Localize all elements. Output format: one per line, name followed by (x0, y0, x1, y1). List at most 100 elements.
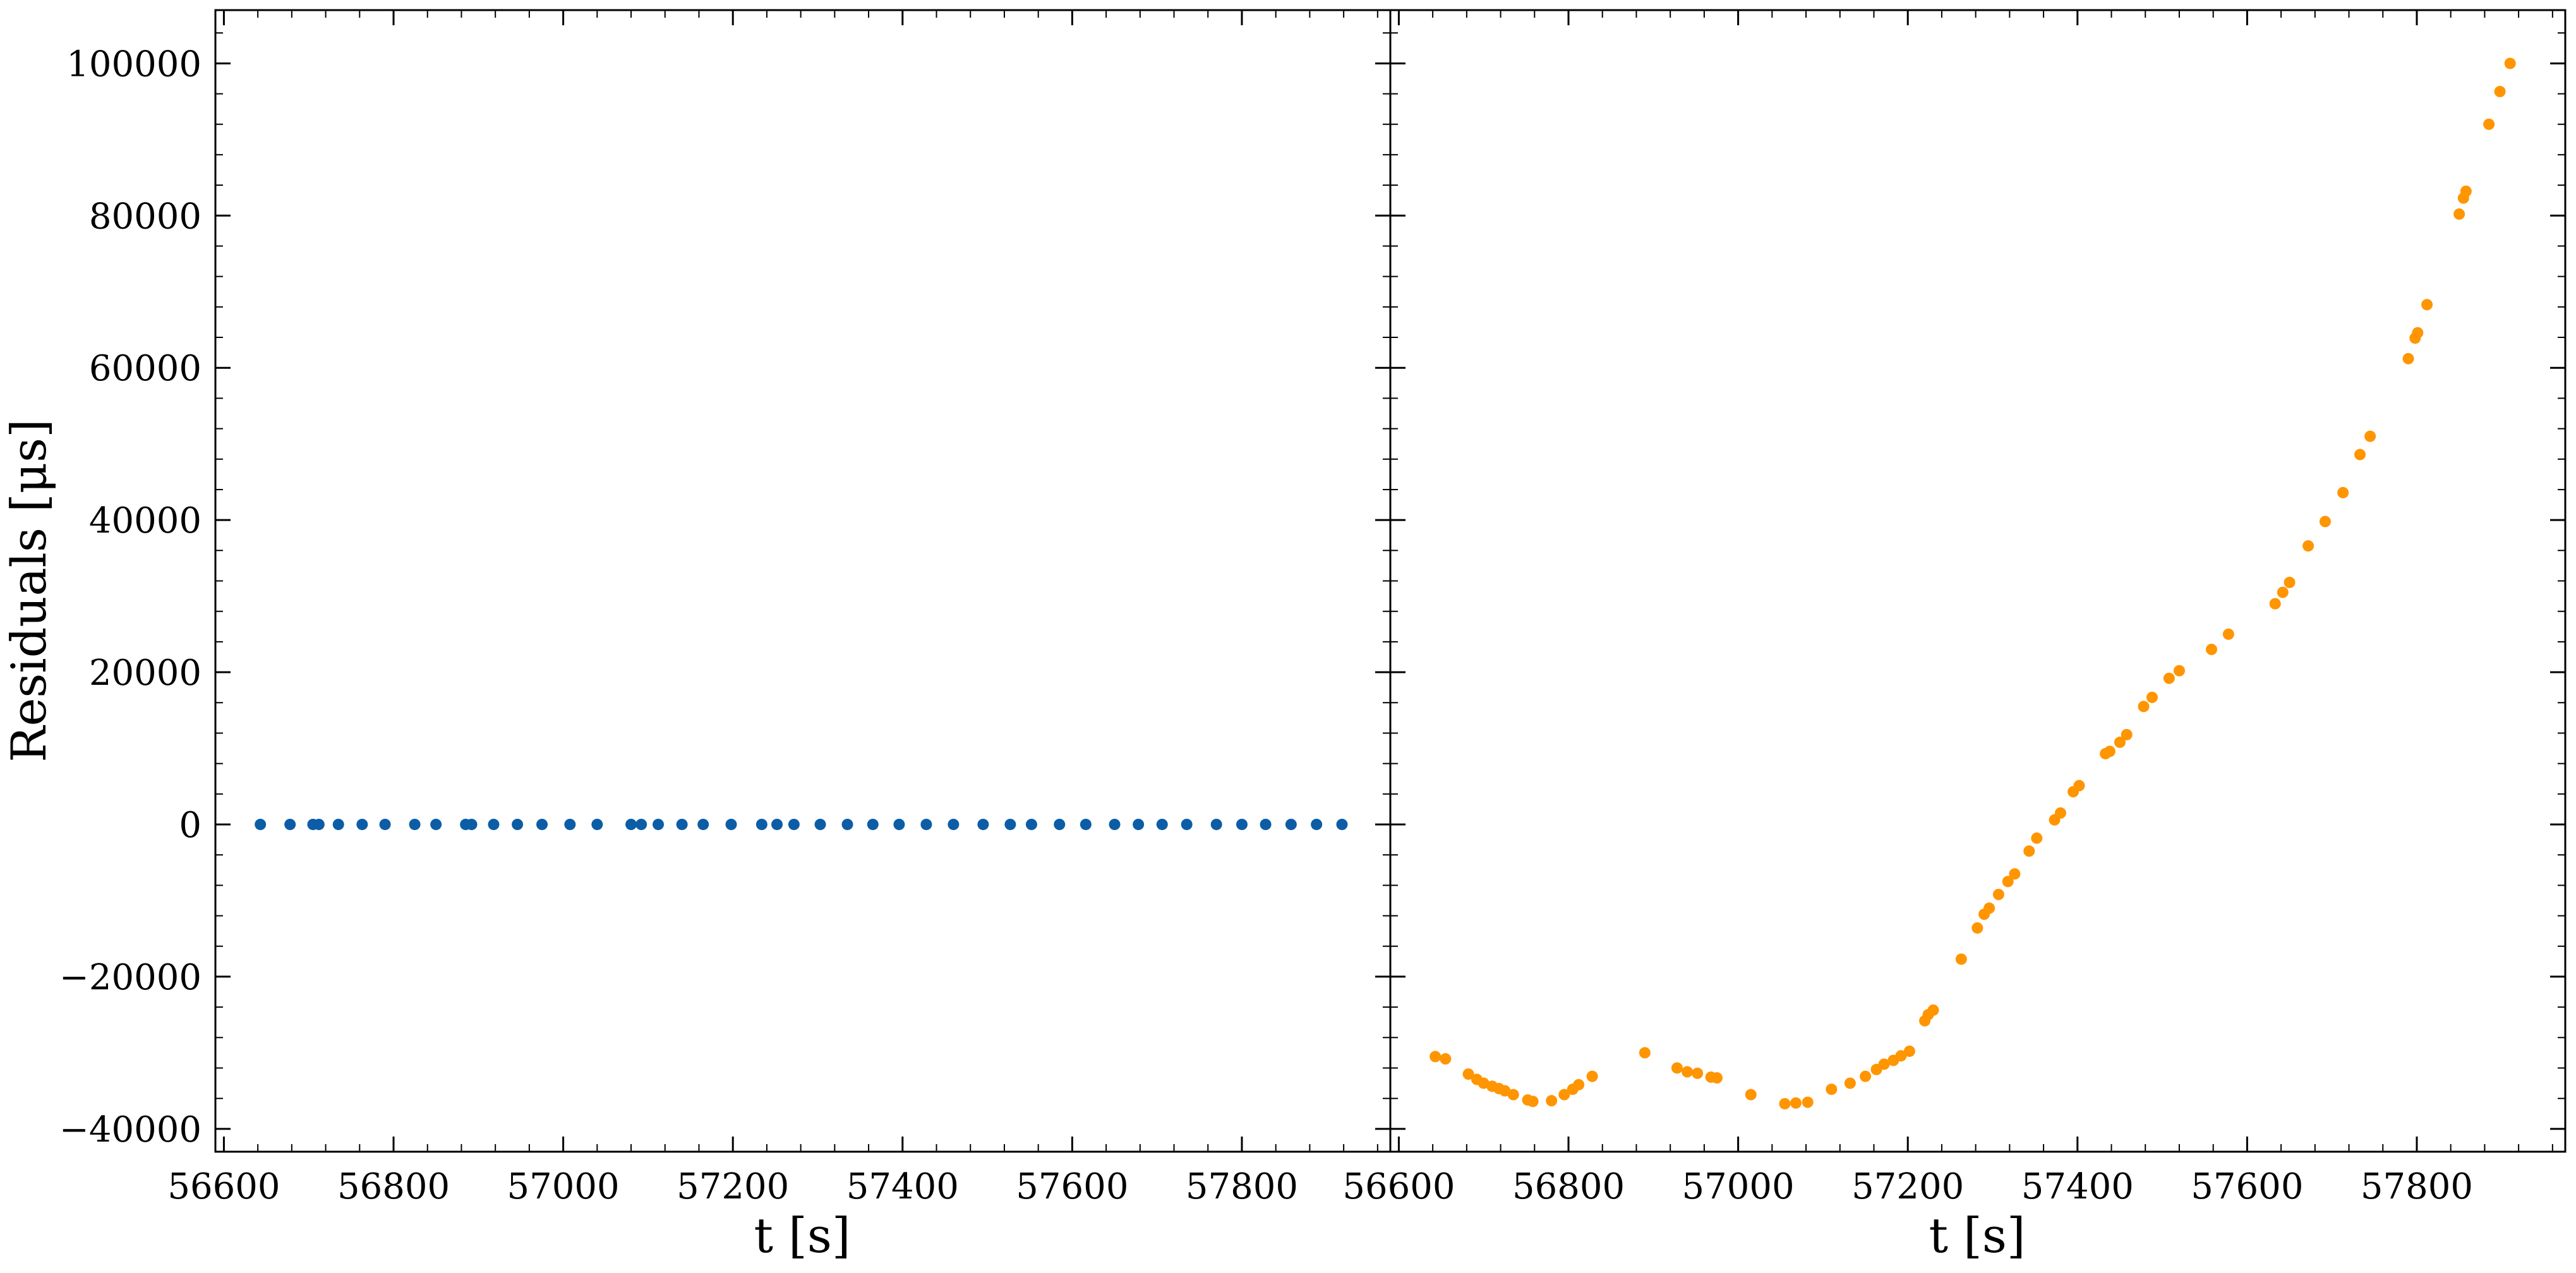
data-point (1025, 818, 1037, 830)
x-tick-label: 57200 (677, 1166, 789, 1207)
data-point (1790, 1097, 1802, 1109)
data-point (1682, 1066, 1694, 1078)
data-point (2460, 185, 2472, 197)
data-point (2453, 208, 2465, 220)
data-point (2494, 85, 2506, 97)
data-point (1558, 1089, 1570, 1101)
data-point (1440, 1053, 1452, 1065)
x-tick-label: 56600 (1342, 1166, 1455, 1207)
data-point (1236, 818, 1248, 830)
data-point (2173, 665, 2185, 677)
data-point (2483, 118, 2495, 130)
data-point (653, 818, 665, 830)
data-point (635, 818, 647, 830)
data-point (1181, 818, 1193, 830)
plot-frame (1389, 9, 2567, 1153)
data-point (867, 818, 879, 830)
data-point (625, 818, 637, 830)
data-point (1156, 818, 1168, 830)
data-point (2138, 701, 2150, 713)
y-tick-label: 20000 (89, 653, 202, 694)
data-point (2277, 586, 2289, 598)
data-point (771, 818, 783, 830)
data-point (2031, 832, 2043, 844)
data-point (1586, 1070, 1598, 1082)
left-panel: 56600 56800 57000 57200 57400 57600 57800 −4000… (59, 9, 1392, 1207)
data-point (1860, 1070, 1872, 1082)
data-point (512, 818, 524, 830)
data-point (1671, 1062, 1683, 1074)
data-point (948, 818, 960, 830)
data-point (430, 818, 442, 830)
y-tick-label: −20000 (59, 957, 202, 998)
y-tick-label: 60000 (89, 348, 202, 389)
data-point (1826, 1083, 1838, 1095)
data-point (2104, 745, 2116, 757)
plot-frame (214, 9, 1392, 1153)
data-point (2121, 728, 2133, 740)
data-point (676, 818, 688, 830)
data-point (2302, 540, 2314, 552)
data-point (1895, 1050, 1907, 1062)
y-tick-label: 100000 (66, 44, 202, 85)
data-point (1109, 818, 1121, 830)
data-point (2205, 643, 2217, 655)
data-point (1260, 818, 1272, 830)
data-point (893, 818, 905, 830)
data-point (1639, 1047, 1651, 1059)
y-axis-label: Residuals [μs] (1, 419, 57, 763)
data-point (284, 818, 296, 830)
data-point (1133, 818, 1145, 830)
data-point (1507, 1089, 1519, 1101)
data-point (2421, 299, 2433, 311)
data-point (379, 818, 391, 830)
data-point (2222, 628, 2234, 640)
data-point (332, 818, 344, 830)
x-tick-label: 57800 (2361, 1166, 2473, 1207)
data-point (2284, 576, 2296, 588)
data-point (1311, 818, 1323, 830)
data-point (1878, 1058, 1890, 1070)
data-point (488, 818, 500, 830)
x-tick-label: 57400 (846, 1166, 959, 1207)
data-point (2402, 353, 2414, 365)
data-point (2354, 449, 2366, 461)
x-tick-label: 57600 (2191, 1166, 2303, 1207)
data-point (2073, 780, 2085, 792)
data-point (2163, 672, 2175, 684)
data-point (725, 818, 737, 830)
x-tick-label: 57600 (1016, 1166, 1128, 1207)
x-tick-label: 56800 (1512, 1166, 1625, 1207)
data-point (1004, 818, 1016, 830)
right-panel: 56600 56800 57000 57200 57400 57600 57800 (1342, 9, 2567, 1207)
data-point (2412, 327, 2424, 339)
data-point (2364, 430, 2376, 442)
data-point (1499, 1085, 1511, 1097)
data-point (788, 818, 800, 830)
x-tick-label: 56600 (167, 1166, 280, 1207)
data-point (920, 818, 932, 830)
y-tick-label: 0 (179, 805, 202, 846)
x-tick-label: 57000 (1682, 1166, 1795, 1207)
data-point (313, 818, 325, 830)
data-point (1802, 1096, 1814, 1108)
data-point (1080, 818, 1092, 830)
data-point (1992, 888, 2004, 900)
data-point (1844, 1077, 1856, 1089)
data-point (1462, 1068, 1474, 1080)
data-point (1971, 922, 1983, 934)
x-tick-label: 56800 (337, 1166, 450, 1207)
data-point (255, 818, 267, 830)
data-point (2023, 845, 2035, 857)
data-point (1285, 818, 1297, 830)
data-point (697, 818, 709, 830)
data-point (564, 818, 576, 830)
x-tick-label: 57800 (1186, 1166, 1298, 1207)
data-point (536, 818, 548, 830)
data-point (356, 818, 368, 830)
data-point (2054, 807, 2066, 819)
data-point (2269, 598, 2281, 610)
data-point (2504, 57, 2516, 69)
data-point (2002, 876, 2014, 888)
data-point (1546, 1095, 1558, 1107)
